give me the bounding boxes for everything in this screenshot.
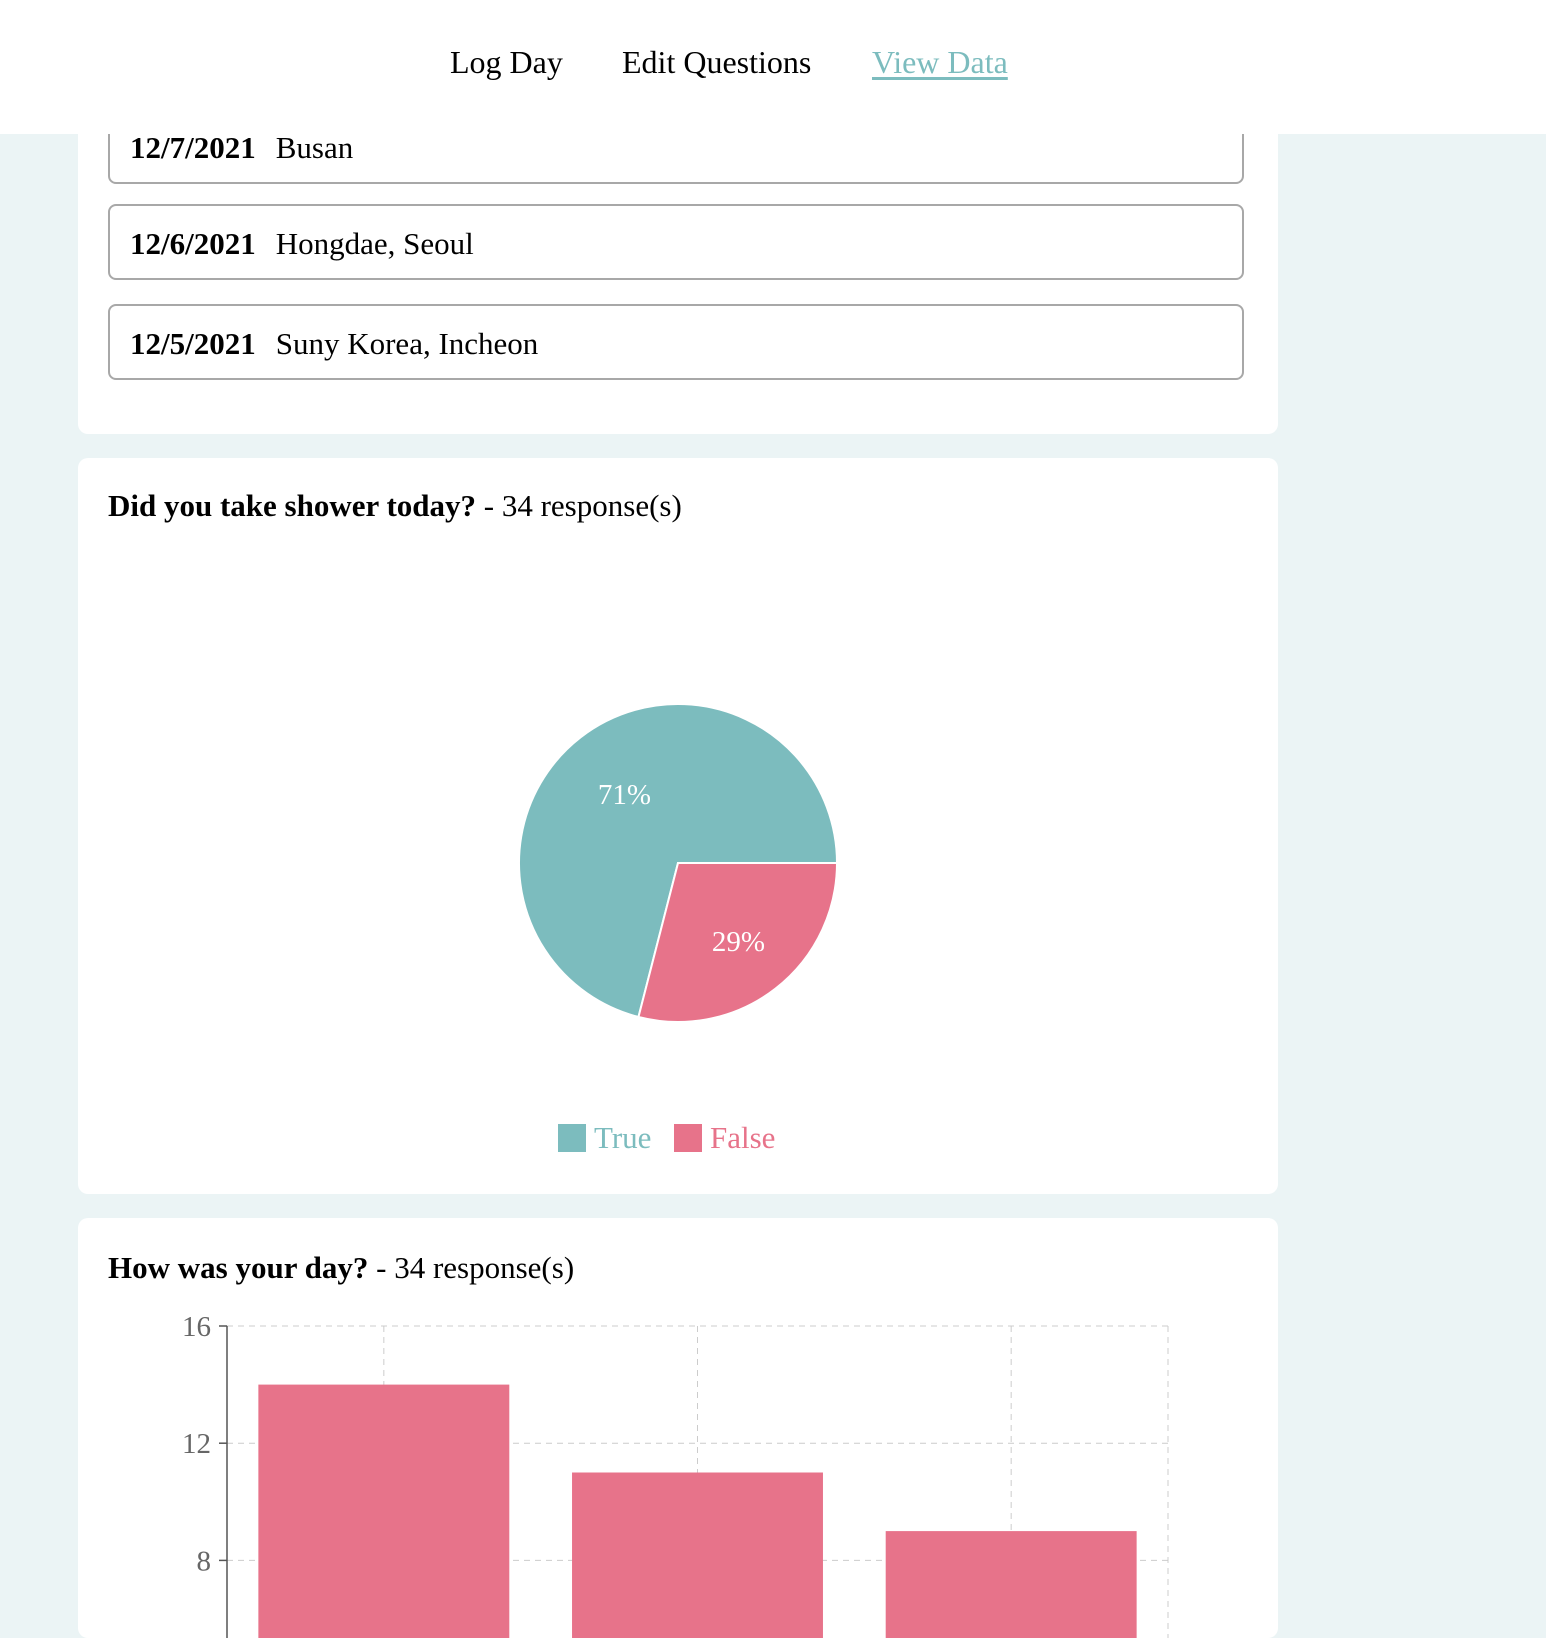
bar[interactable] [572, 1473, 823, 1638]
entry-date: 12/5/2021 [130, 326, 256, 361]
y-tick-label: 12 [182, 1428, 211, 1460]
y-tick-label: 16 [182, 1311, 211, 1343]
entry-place: Hongdae, Seoul [276, 226, 474, 261]
location-log-card: 12/7/2021 Busan 12/6/2021 Hongdae, Seoul 1… [78, 100, 1278, 434]
entry-date: 12/7/2021 [130, 130, 256, 165]
shower-pie-chart: 71% 29% True False [78, 458, 1278, 1194]
legend-label-true[interactable]: True [594, 1120, 651, 1155]
entry-date: 12/6/2021 [130, 226, 256, 261]
legend-label-false[interactable]: False [710, 1120, 775, 1155]
chart-bars [258, 1385, 1136, 1638]
entry-place: Suny Korea, Incheon [276, 326, 539, 361]
shower-question-card: Did you take shower today? - 34 response… [78, 458, 1278, 1194]
day-bar-chart: 8 12 16 [78, 1218, 1278, 1638]
legend-swatch-true[interactable] [558, 1124, 586, 1152]
nav-edit-questions[interactable]: Edit Questions [622, 40, 811, 84]
legend-swatch-false[interactable] [674, 1124, 702, 1152]
y-tick-label: 8 [197, 1545, 212, 1577]
y-axis: 8 12 16 [182, 1311, 227, 1638]
pie-label-false: 29% [712, 926, 765, 958]
bar[interactable] [258, 1385, 509, 1638]
pie-label-true: 71% [598, 779, 651, 811]
entry-place: Busan [276, 130, 354, 165]
bar[interactable] [886, 1531, 1137, 1638]
location-entry[interactable]: 12/5/2021 Suny Korea, Incheon [108, 304, 1244, 380]
top-nav: Log Day Edit Questions View Data [0, 0, 1546, 134]
location-entry[interactable]: 12/6/2021 Hongdae, Seoul [108, 204, 1244, 280]
nav-log-day[interactable]: Log Day [450, 40, 563, 84]
nav-view-data[interactable]: View Data [872, 40, 1008, 84]
